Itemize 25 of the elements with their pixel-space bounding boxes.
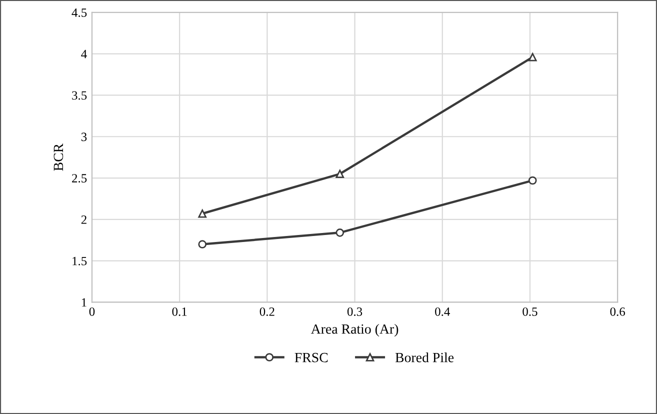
y-tick-label: 3 bbox=[81, 132, 87, 142]
point bbox=[528, 176, 537, 185]
x-tick-label: 0.1 bbox=[172, 307, 187, 316]
x-tick-label: 0.6 bbox=[610, 307, 626, 316]
x-axis-title: Area Ratio (Ar) bbox=[310, 324, 398, 337]
x-tick-label: 0.3 bbox=[347, 307, 362, 316]
legend-label: FRSC bbox=[294, 352, 328, 362]
legend-label: Bored Pile bbox=[395, 352, 454, 362]
x-tick-label: 0.4 bbox=[435, 307, 450, 316]
y-tick-label: 2 bbox=[81, 215, 86, 224]
point bbox=[336, 170, 344, 178]
y-tick-label: 1 bbox=[82, 298, 86, 307]
point bbox=[336, 228, 344, 237]
y-axis-title: BCR bbox=[54, 143, 64, 171]
y-tick-label: 3.5 bbox=[72, 91, 87, 100]
point bbox=[198, 240, 207, 248]
y-tick-label: 4.5 bbox=[72, 8, 87, 17]
x-tick-label: 0 bbox=[89, 307, 95, 316]
x-tick-label: 0.2 bbox=[260, 307, 274, 316]
y-tick-label: 4 bbox=[81, 50, 87, 58]
point bbox=[528, 52, 537, 62]
x-tick-label: 0.5 bbox=[522, 307, 538, 316]
y-tick-label: 2.5 bbox=[72, 174, 87, 183]
point bbox=[198, 209, 207, 218]
y-tick-label: 1.5 bbox=[72, 256, 87, 266]
